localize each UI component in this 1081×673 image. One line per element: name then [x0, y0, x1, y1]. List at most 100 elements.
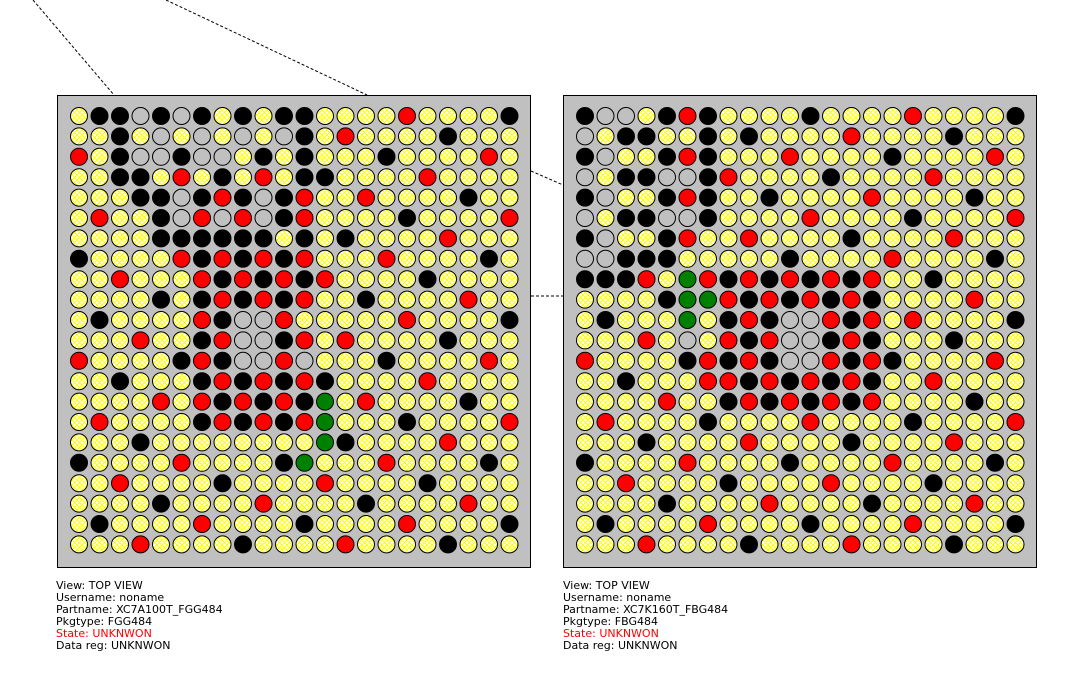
ball-hatched[interactable]	[172, 413, 191, 431]
ball-gray[interactable]	[172, 107, 191, 125]
ball-black[interactable]	[193, 413, 211, 431]
ball-hatched[interactable]	[904, 168, 922, 187]
ball-hatched[interactable]	[781, 494, 799, 513]
ball-hatched[interactable]	[480, 372, 498, 391]
ball-black[interactable]	[398, 413, 416, 431]
ball-hatched[interactable]	[131, 229, 150, 248]
ball-hatched[interactable]	[254, 453, 273, 472]
ball-hatched[interactable]	[398, 474, 416, 493]
ball-green[interactable]	[295, 453, 314, 472]
ball-gray[interactable]	[254, 311, 273, 329]
ball-black[interactable]	[439, 535, 457, 554]
ball-hatched[interactable]	[172, 535, 191, 554]
ball-hatched[interactable]	[500, 474, 519, 493]
ball-hatched[interactable]	[480, 392, 498, 411]
ball-red[interactable]	[500, 209, 519, 227]
ball-red[interactable]	[781, 392, 799, 411]
ball-gray[interactable]	[576, 168, 594, 187]
ball-black[interactable]	[596, 311, 615, 329]
ball-black[interactable]	[500, 311, 519, 329]
ball-black[interactable]	[316, 372, 334, 391]
ball-hatched[interactable]	[316, 515, 334, 533]
ball-hatched[interactable]	[637, 515, 656, 533]
ball-hatched[interactable]	[418, 311, 437, 329]
ball-hatched[interactable]	[357, 270, 375, 289]
ball-hatched[interactable]	[70, 127, 88, 146]
ball-black[interactable]	[90, 515, 109, 533]
ball-hatched[interactable]	[596, 209, 615, 227]
ball-hatched[interactable]	[924, 453, 943, 472]
ball-red[interactable]	[377, 453, 396, 472]
ball-hatched[interactable]	[480, 311, 498, 329]
ball-hatched[interactable]	[801, 147, 820, 166]
ball-hatched[interactable]	[760, 229, 779, 248]
ball-hatched[interactable]	[500, 392, 519, 411]
ball-hatched[interactable]	[480, 188, 498, 207]
ball-black[interactable]	[213, 168, 232, 187]
ball-hatched[interactable]	[637, 311, 656, 329]
ball-hatched[interactable]	[904, 188, 922, 207]
ball-hatched[interactable]	[234, 453, 252, 472]
ball-hatched[interactable]	[377, 372, 396, 391]
ball-hatched[interactable]	[986, 535, 1004, 554]
ball-hatched[interactable]	[822, 249, 840, 268]
ball-hatched[interactable]	[637, 392, 656, 411]
ball-hatched[interactable]	[740, 515, 758, 533]
ball-hatched[interactable]	[500, 535, 519, 554]
ball-hatched[interactable]	[781, 229, 799, 248]
ball-black[interactable]	[678, 351, 697, 370]
ball-black[interactable]	[90, 107, 109, 125]
ball-hatched[interactable]	[111, 209, 129, 227]
ball-hatched[interactable]	[596, 331, 615, 350]
ball-black[interactable]	[418, 270, 437, 289]
ball-hatched[interactable]	[965, 209, 984, 227]
ball-hatched[interactable]	[377, 107, 396, 125]
ball-hatched[interactable]	[377, 494, 396, 513]
ball-red[interactable]	[986, 147, 1004, 166]
ball-hatched[interactable]	[740, 107, 758, 125]
ball-green[interactable]	[316, 392, 334, 411]
ball-gray[interactable]	[254, 331, 273, 350]
ball-red[interactable]	[459, 494, 478, 513]
ball-hatched[interactable]	[822, 494, 840, 513]
ball-red[interactable]	[90, 209, 109, 227]
ball-black[interactable]	[480, 249, 498, 268]
ball-hatched[interactable]	[172, 270, 191, 289]
ball-hatched[interactable]	[418, 494, 437, 513]
ball-hatched[interactable]	[719, 127, 738, 146]
ball-hatched[interactable]	[254, 107, 273, 125]
ball-hatched[interactable]	[596, 168, 615, 187]
ball-hatched[interactable]	[924, 413, 943, 431]
ball-hatched[interactable]	[70, 515, 88, 533]
ball-black[interactable]	[172, 351, 191, 370]
ball-hatched[interactable]	[418, 433, 437, 452]
ball-hatched[interactable]	[398, 270, 416, 289]
ball-hatched[interactable]	[418, 249, 437, 268]
ball-red[interactable]	[740, 270, 758, 289]
ball-hatched[interactable]	[904, 229, 922, 248]
ball-red[interactable]	[822, 270, 840, 289]
ball-hatched[interactable]	[357, 127, 375, 146]
ball-red[interactable]	[863, 351, 881, 370]
ball-hatched[interactable]	[316, 229, 334, 248]
ball-hatched[interactable]	[418, 107, 437, 125]
ball-hatched[interactable]	[172, 515, 191, 533]
ball-red[interactable]	[617, 474, 635, 493]
ball-hatched[interactable]	[863, 453, 881, 472]
ball-hatched[interactable]	[480, 209, 498, 227]
ball-hatched[interactable]	[193, 433, 211, 452]
ball-hatched[interactable]	[781, 188, 799, 207]
ball-hatched[interactable]	[760, 433, 779, 452]
ball-black[interactable]	[275, 413, 293, 431]
ball-black[interactable]	[275, 331, 293, 350]
ball-hatched[interactable]	[883, 290, 902, 309]
ball-red[interactable]	[760, 372, 779, 391]
ball-hatched[interactable]	[658, 535, 676, 554]
ball-gray[interactable]	[596, 147, 615, 166]
ball-hatched[interactable]	[699, 392, 717, 411]
ball-hatched[interactable]	[480, 413, 498, 431]
ball-black[interactable]	[658, 188, 676, 207]
ball-red[interactable]	[234, 270, 252, 289]
ball-hatched[interactable]	[863, 107, 881, 125]
ball-hatched[interactable]	[172, 331, 191, 350]
